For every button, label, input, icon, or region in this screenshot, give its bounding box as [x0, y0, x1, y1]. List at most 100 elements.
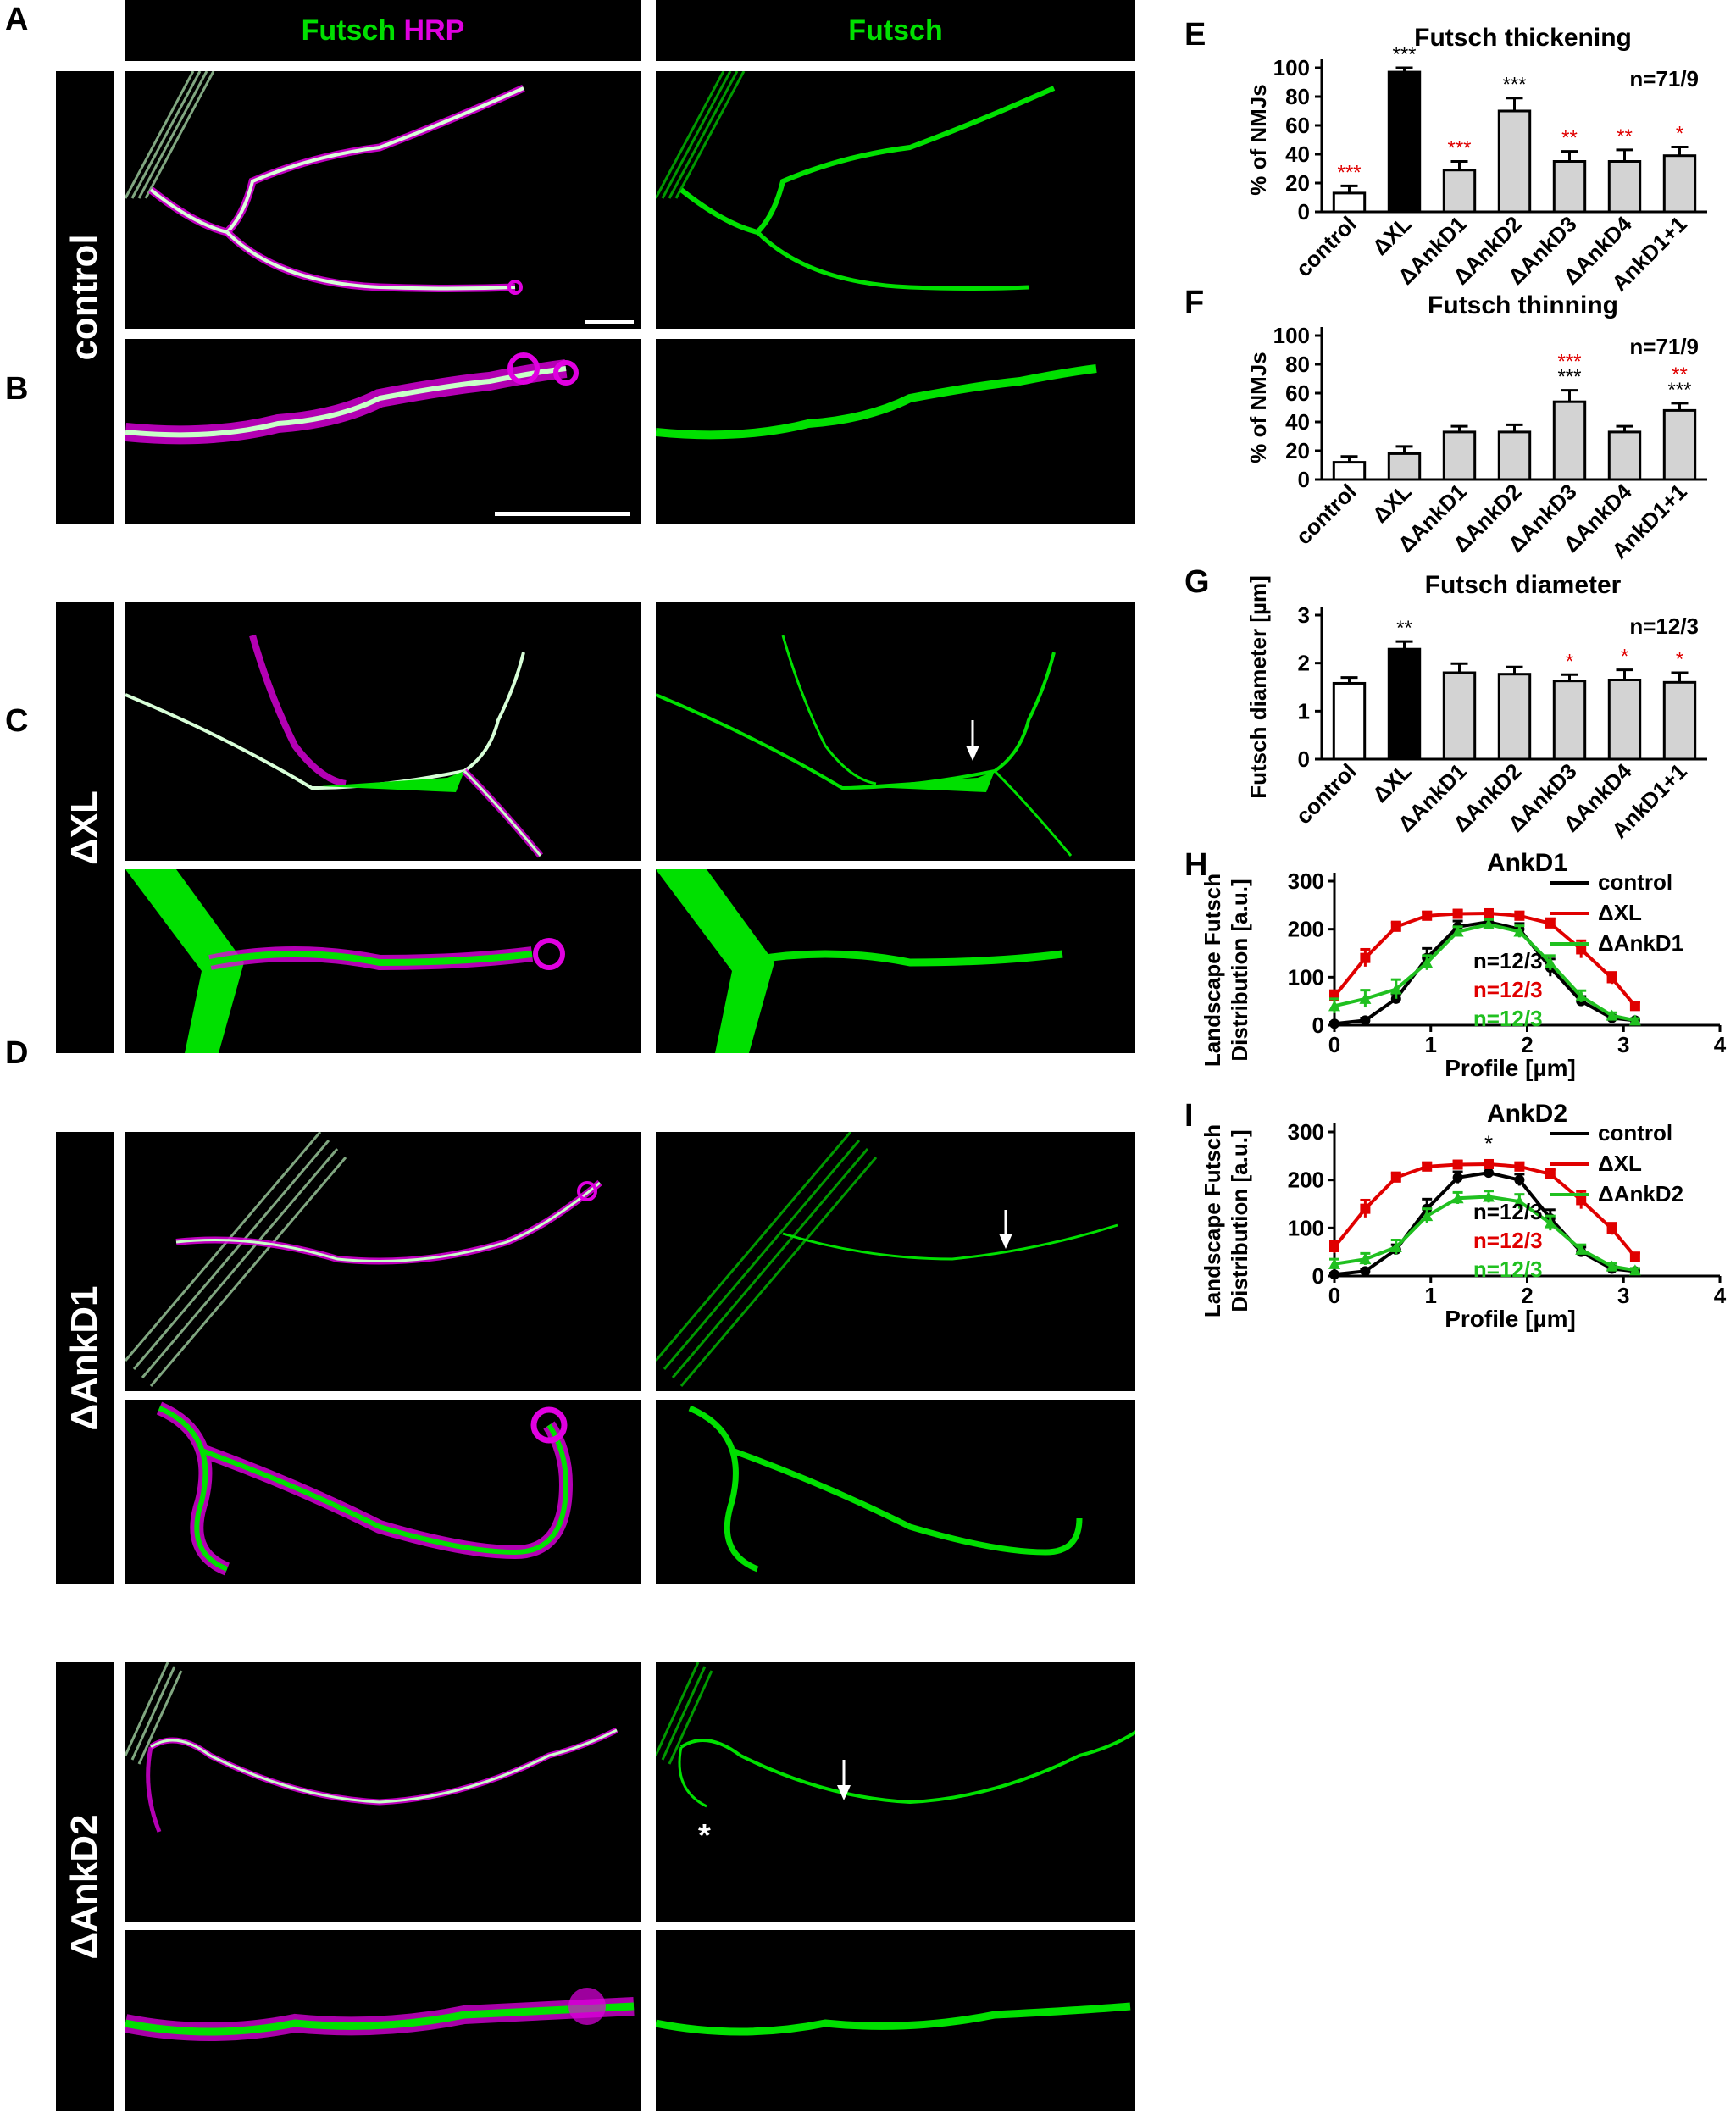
y-tick-label: 2: [1298, 651, 1310, 676]
micrograph-dankd1-zoom-merge: [125, 1400, 641, 1584]
data-point: [1360, 1203, 1371, 1214]
data-point: [1513, 1195, 1526, 1207]
significance-marker: *: [1484, 1131, 1493, 1157]
n-label: n=71/9: [1629, 334, 1699, 359]
legend-label: ΔXL: [1598, 900, 1642, 925]
data-point: [1544, 957, 1556, 968]
panel-letter-b: B: [5, 371, 29, 407]
data-point: [1422, 1161, 1433, 1172]
x-axis-label: Profile [µm]: [1445, 1055, 1576, 1081]
data-point: [1576, 944, 1587, 955]
chart-title: Futsch diameter: [1425, 571, 1622, 599]
n-label: n=12/3: [1473, 948, 1543, 974]
data-point: [1452, 908, 1463, 919]
bar: [1387, 647, 1422, 761]
y-tick-label: 200: [1288, 1168, 1324, 1193]
panel-letter-d: D: [5, 1035, 29, 1071]
data-point: [1421, 1210, 1434, 1222]
y-tick-label: 0: [1298, 199, 1310, 225]
data-point: [1359, 992, 1372, 1004]
panel-letter-e: E: [1184, 17, 1206, 53]
data-point: [1545, 918, 1556, 929]
row-label-text: ΔXL: [64, 790, 105, 865]
y-axis-label: Futsch diameter [µm]: [1245, 575, 1271, 798]
data-point: [1513, 925, 1526, 937]
y-tick-label: 80: [1285, 352, 1310, 377]
x-tick-label: 2: [1521, 1032, 1533, 1057]
significance-marker-red: *: [1566, 650, 1573, 673]
bar: [1607, 160, 1642, 214]
bar: [1607, 679, 1642, 761]
chart-title: AnkD1: [1487, 849, 1567, 877]
data-point: [1484, 1168, 1494, 1179]
chart-futsch-thickening: Futsch thickening 0 20 40 60 80 100% of NMJs n=…: [1245, 24, 1707, 296]
data-point: [1389, 983, 1402, 995]
data-point: [1390, 921, 1401, 932]
data-point: [1451, 1192, 1464, 1204]
bar: [1442, 671, 1477, 761]
micrograph-dxl-overview-merge: [125, 602, 641, 861]
header-magenta-label: HRP: [403, 14, 465, 47]
y-tick-label: 3: [1298, 602, 1310, 628]
x-tick-label: 2: [1521, 1283, 1533, 1308]
legend-label: control: [1598, 869, 1672, 895]
y-tick-label: 20: [1285, 438, 1310, 463]
header-green-label: Futsch: [301, 14, 397, 47]
data-point: [1483, 1190, 1495, 1202]
y-tick-label: 0: [1312, 1263, 1324, 1289]
legend-label: ΔXL: [1598, 1151, 1642, 1176]
significance-marker-red: **: [1672, 363, 1688, 386]
bar: [1552, 400, 1587, 481]
significance-marker-red: ***: [1447, 137, 1471, 160]
y-tick-label: 60: [1285, 380, 1310, 406]
row-label-dxl: ΔXL: [56, 602, 114, 1053]
micrograph-dankd1-zoom-futsch: [656, 1400, 1135, 1584]
data-point: [1389, 1241, 1402, 1252]
y-tick-label: 80: [1285, 84, 1310, 109]
panel-letter-h: H: [1184, 847, 1208, 883]
micrograph-control-zoom-futsch: [656, 339, 1135, 524]
bar: [1497, 673, 1532, 761]
data-point: [1514, 1161, 1525, 1172]
x-tick-label: 4: [1714, 1032, 1727, 1057]
chart-ankd1-profile: AnkD1 0 100 200 300 0 1 2 3 4 Profile [µm] Landscap…: [1200, 849, 1727, 1081]
data-point: [1545, 1168, 1556, 1179]
bar: [1662, 154, 1697, 214]
asterisk-marker: *: [698, 1818, 711, 1854]
panel-letter-c: C: [5, 703, 29, 739]
significance-marker: ***: [1667, 379, 1691, 402]
data-point: [1575, 1243, 1588, 1255]
micrograph-dankd2-overview-futsch: *: [656, 1662, 1135, 1922]
x-axis-label: Profile [µm]: [1445, 1306, 1576, 1332]
legend-label: ΔAnkD2: [1598, 1181, 1683, 1206]
y-tick-label: 100: [1273, 323, 1310, 348]
bar: [1332, 461, 1367, 481]
bar: [1387, 70, 1422, 214]
data-point: [1452, 1159, 1463, 1170]
n-label: n=12/3: [1629, 613, 1699, 639]
data-point: [1329, 1018, 1339, 1029]
category-label: ΔXL: [1367, 758, 1417, 807]
data-point: [1606, 1223, 1617, 1234]
n-label: n=12/3: [1473, 1256, 1543, 1282]
significance-marker: ***: [1502, 74, 1526, 97]
panel-letter-f: F: [1184, 285, 1205, 320]
category-label: ΔXL: [1367, 211, 1417, 260]
bar: [1497, 430, 1532, 481]
data-point: [1606, 1260, 1618, 1272]
data-point: [1360, 1015, 1371, 1026]
data-point: [1451, 925, 1464, 937]
data-point: [1484, 1158, 1494, 1169]
row-label-dankd2: ΔAnkD2: [56, 1662, 114, 2111]
data-point: [1629, 1001, 1640, 1012]
bar: [1552, 160, 1587, 214]
arrow-icon: [966, 720, 979, 761]
n-label: n=12/3: [1473, 1006, 1543, 1031]
data-point: [1360, 952, 1371, 963]
panel-letter-a: A: [5, 2, 29, 37]
data-point: [1483, 918, 1495, 929]
y-tick-label: 300: [1288, 868, 1324, 894]
y-axis-label: Distribution [a.u.]: [1227, 1129, 1252, 1312]
y-tick-label: 0: [1298, 467, 1310, 492]
data-point: [1390, 993, 1401, 1004]
